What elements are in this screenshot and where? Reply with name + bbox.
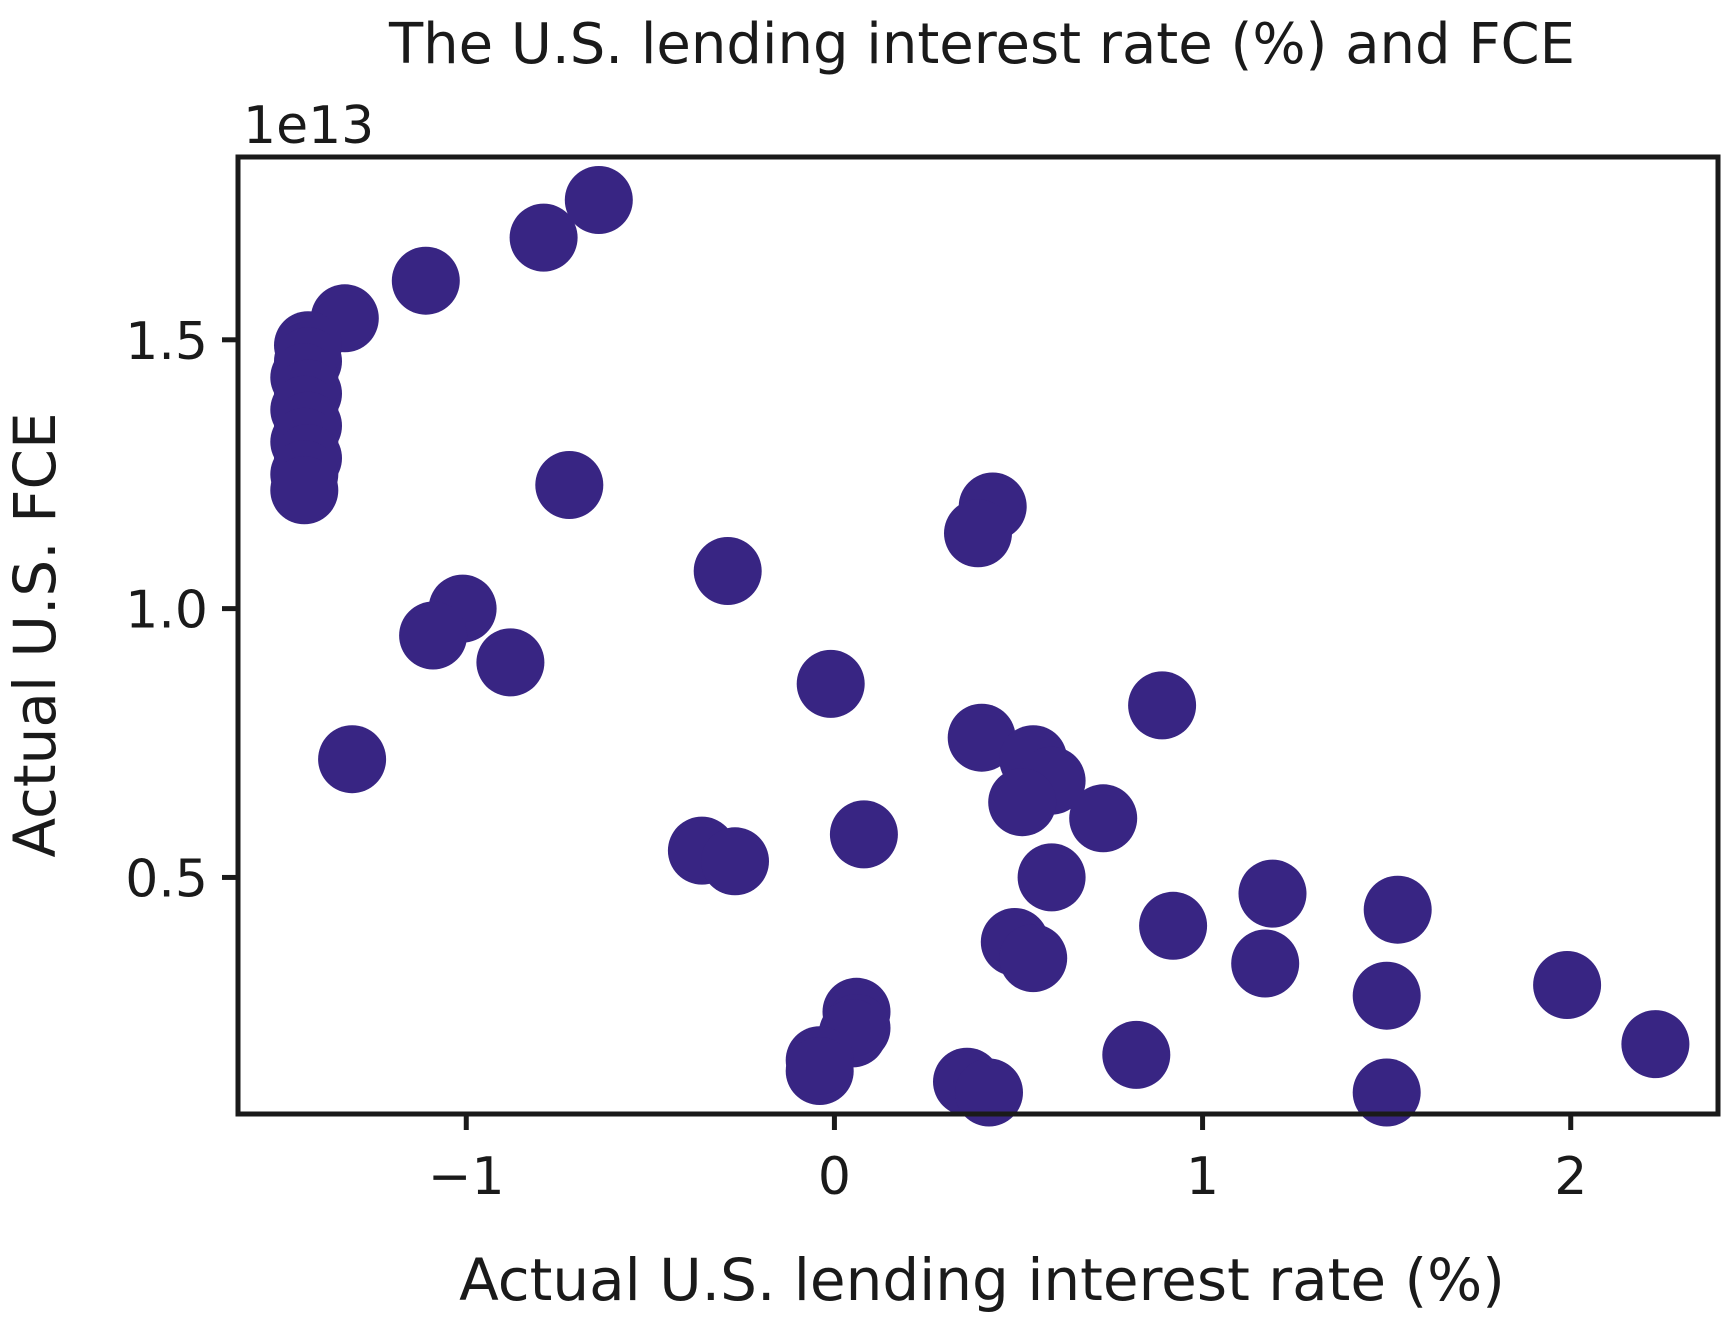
data-point-47: [1102, 1020, 1171, 1089]
y-tick-label: 0.5: [125, 849, 208, 909]
data-point-39: [1352, 961, 1421, 1030]
data-point-34: [1363, 875, 1432, 944]
data-point-20: [476, 628, 545, 697]
y-axis-ticks: 0.5 1.0 1.5: [125, 312, 238, 909]
y-tick-label: 1.0: [125, 581, 208, 641]
data-point-1: [509, 203, 578, 272]
data-point-40: [1533, 951, 1602, 1019]
x-tick-label: 2: [1554, 1147, 1587, 1207]
data-point-46: [1621, 1010, 1690, 1079]
data-point-35: [1139, 891, 1208, 960]
plot-frame: [235, 154, 1721, 1117]
data-point-13: [270, 456, 339, 525]
data-point-17: [693, 537, 762, 605]
data-point-27: [1069, 784, 1138, 853]
data-point-38: [1231, 929, 1300, 998]
x-axis-label: Actual U.S. lending interest rate (%): [459, 1246, 1505, 1314]
data-point-28: [318, 725, 387, 794]
data-point-14: [535, 451, 604, 519]
data-point-49: [955, 1058, 1023, 1127]
data-point-0: [564, 166, 633, 234]
data-point-16: [944, 499, 1012, 568]
data-point-22: [1128, 671, 1197, 740]
x-tick-label: −1: [428, 1147, 505, 1207]
data-points: [270, 166, 1690, 1127]
y-axis-label: Actual U.S. FCE: [1, 412, 69, 857]
chart-title: The U.S. lending interest rate (%) and F…: [388, 12, 1575, 77]
data-point-29: [829, 800, 898, 869]
data-point-23: [947, 703, 1016, 772]
x-axis-ticks: −1 0 1 2: [428, 1114, 1587, 1207]
x-tick-label: 1: [1186, 1147, 1219, 1207]
data-point-21: [796, 649, 865, 718]
data-point-26: [988, 768, 1057, 837]
data-point-37: [999, 924, 1068, 993]
data-point-31: [701, 827, 769, 896]
y-tick-label: 1.5: [125, 312, 208, 372]
x-tick-label: 0: [818, 1147, 851, 1207]
data-point-45: [785, 1037, 854, 1105]
data-point-32: [1017, 843, 1086, 912]
data-point-33: [1238, 859, 1307, 928]
data-point-2: [391, 246, 460, 315]
data-point-19: [399, 601, 468, 670]
data-point-50: [1352, 1058, 1421, 1127]
y-axis-offset-label: 1e13: [243, 96, 374, 156]
